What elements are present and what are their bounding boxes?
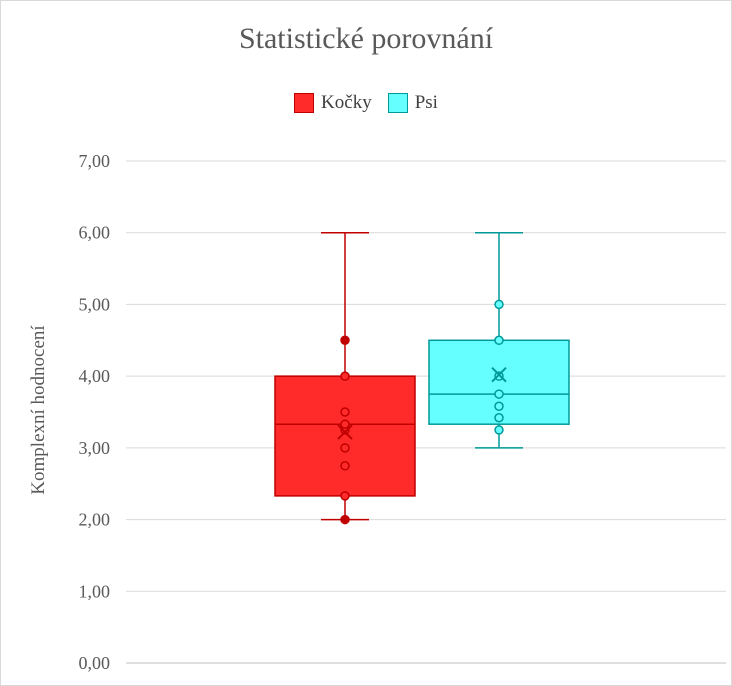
data-point (340, 443, 350, 453)
legend: Kočky Psi (0, 92, 732, 114)
chart-title: Statistické porovnání (238, 22, 494, 55)
data-point (340, 491, 350, 501)
box-body (428, 339, 570, 425)
mean-marker (337, 424, 353, 440)
data-point (340, 514, 350, 525)
data-point (494, 299, 504, 310)
y-tick-label: 6,00 (79, 223, 111, 243)
data-point (494, 389, 504, 399)
data-point (340, 419, 350, 429)
legend-item-psi: Psi (387, 92, 438, 114)
data-point (340, 371, 350, 381)
y-tick-label: 5,00 (79, 294, 111, 314)
box-kocky (274, 231, 416, 525)
mean-marker (491, 367, 507, 383)
legend-item-kocky: Kočky (294, 92, 372, 114)
data-point (340, 407, 350, 417)
legend-label-kocky: Kočky (321, 92, 372, 113)
legend-swatch-kocky (294, 93, 315, 113)
legend-label-psi: Psi (414, 92, 438, 113)
data-point (494, 401, 504, 412)
box-series (274, 231, 570, 525)
data-point (340, 335, 350, 346)
box-psi (428, 231, 570, 449)
data-point (494, 412, 504, 423)
y-tick-label: 3,00 (79, 438, 111, 458)
y-tick-labels: 0,00 1,00 2,00 3,00 4,00 5,00 6,00 7,00 (79, 151, 111, 673)
data-point (494, 425, 504, 435)
y-tick-label: 2,00 (79, 510, 111, 530)
gridlines (126, 160, 726, 664)
y-tick-label: 7,00 (79, 151, 111, 171)
y-tick-label: 1,00 (79, 581, 111, 601)
legend-swatch-psi (387, 93, 408, 113)
y-axis-label: Komplexní hodnocení (28, 325, 49, 495)
y-tick-label: 4,00 (79, 366, 111, 386)
data-point (494, 335, 504, 346)
data-point (340, 461, 350, 471)
data-point (494, 371, 504, 381)
box-body (274, 375, 416, 497)
y-tick-label: 0,00 (79, 653, 111, 673)
